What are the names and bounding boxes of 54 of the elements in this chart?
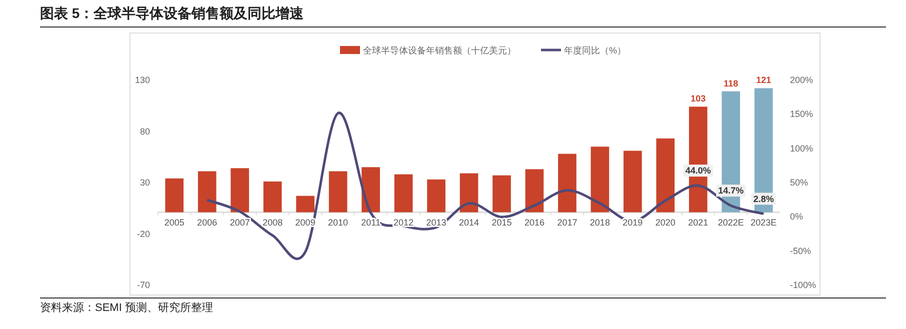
y2-tick-label: 100% [790, 143, 814, 154]
bar [394, 174, 413, 212]
y2-tick-label: -100% [790, 280, 816, 290]
title: 图表 5：全球半导体设备销售额及同比增速 [40, 5, 304, 21]
annotation: 资料来源：SEMI 预测、研究所整理 [40, 302, 213, 314]
bar [165, 178, 184, 212]
y2-tick-label: 0% [790, 212, 804, 222]
x-tick-label: 2016 [524, 217, 544, 228]
x-tick-label: 2015 [492, 217, 512, 228]
x-tick-label: 2020 [655, 217, 676, 228]
data-label: 103 [690, 94, 706, 104]
bar [427, 179, 446, 212]
y-tick-label: -70 [136, 280, 150, 290]
data-label: 14.7% [718, 186, 744, 196]
bar [558, 154, 576, 212]
bar [460, 173, 478, 212]
bar [296, 196, 314, 212]
bar [590, 146, 610, 212]
bar [328, 171, 348, 212]
x-tick-label: 2010 [328, 217, 348, 228]
data-label: 44.0% [685, 166, 711, 176]
bar [230, 168, 250, 212]
x-tick-label: 2008 [262, 217, 283, 228]
data-label: 121 [756, 75, 772, 86]
y2-tick-label: -50% [790, 246, 812, 256]
y-tick-label: 30 [140, 178, 150, 188]
bar [754, 88, 773, 212]
bar [656, 138, 675, 212]
bar [525, 169, 544, 212]
x-tick-label: 2007 [230, 217, 250, 228]
data-label: 2.8% [753, 194, 774, 204]
legend-label: 年度同比（%） [564, 46, 626, 56]
x-tick-label: 2005 [164, 217, 184, 228]
y2-tick-label: 50% [790, 178, 808, 188]
x-tick-label: 2014 [458, 217, 480, 228]
legend-label: 全球半导体设备年销售额（十亿美元） [363, 46, 516, 56]
y2-tick-label: 200% [790, 75, 814, 85]
x-tick-label: 2021 [688, 217, 708, 228]
bar [492, 175, 511, 212]
x-tick-label: 2006 [197, 217, 218, 228]
x-tick-label: 2022E [718, 217, 744, 228]
data-label: 118 [724, 78, 738, 88]
x-tick-label: 2018 [590, 217, 610, 228]
x-tick-label: 2012 [394, 217, 414, 228]
bar [624, 150, 642, 212]
y-tick-label: 80 [140, 126, 150, 136]
y-tick-label: -20 [136, 228, 150, 239]
y-tick-label: 130 [134, 75, 150, 85]
bar [198, 171, 216, 212]
x-tick-label: 2023E [750, 217, 777, 228]
y2-tick-label: 150% [790, 109, 814, 120]
bar [362, 167, 380, 212]
bar [263, 182, 282, 212]
x-tick-label: 2017 [557, 217, 578, 228]
